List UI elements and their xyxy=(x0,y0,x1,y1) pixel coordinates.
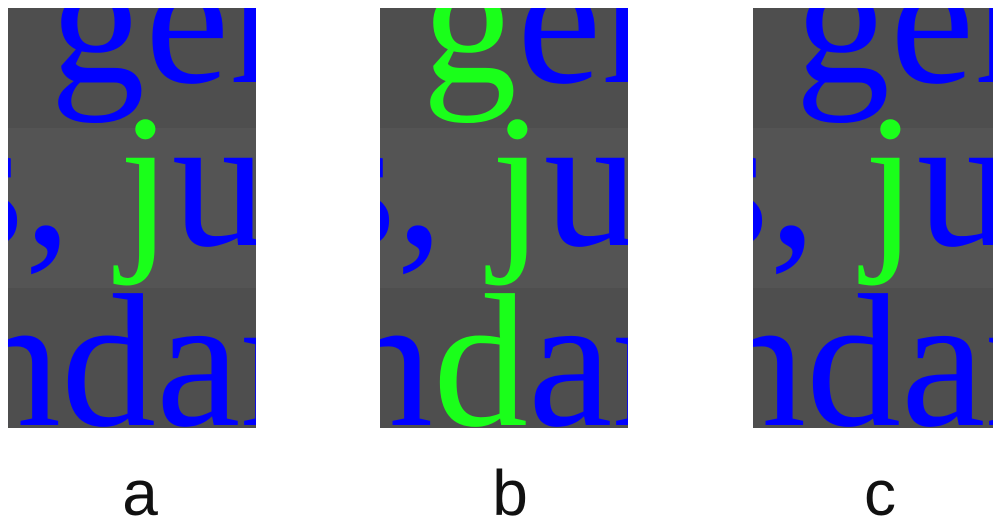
glyph-segment: ndar xyxy=(0,257,304,467)
glyph-row: s, ju xyxy=(695,77,993,287)
glyph-segment: s, xyxy=(0,77,119,287)
page: {"panels": [ {"label": "a", "rows": [ {"… xyxy=(0,0,993,525)
glyph-segment: u xyxy=(917,77,993,287)
glyph-segment: s, xyxy=(322,77,491,287)
glyph-segment: ar xyxy=(528,257,676,467)
glyph-segment: j xyxy=(113,77,172,287)
glyph-segment: n xyxy=(338,257,433,467)
glyph-segment: j xyxy=(485,77,544,287)
panel-label: b xyxy=(492,457,528,525)
glyph-row: ndar xyxy=(338,257,676,467)
glyph-segment: s, xyxy=(695,77,864,287)
glyph-row: s, ju xyxy=(322,77,639,287)
glyph-row: ndar xyxy=(0,257,304,467)
figure: gens, jundaragens, jundarbgens, jundarc xyxy=(0,0,993,525)
glyph-row: s, ju xyxy=(0,77,267,287)
glyph-segment: ndar xyxy=(711,257,993,467)
glyph-segment: d xyxy=(433,257,528,467)
panel-label: c xyxy=(864,457,896,525)
panel-label: a xyxy=(122,457,158,525)
glyph-segment: u xyxy=(172,77,267,287)
glyph-segment: u xyxy=(544,77,639,287)
glyph-segment: j xyxy=(858,77,917,287)
glyph-row: ndar xyxy=(711,257,993,467)
